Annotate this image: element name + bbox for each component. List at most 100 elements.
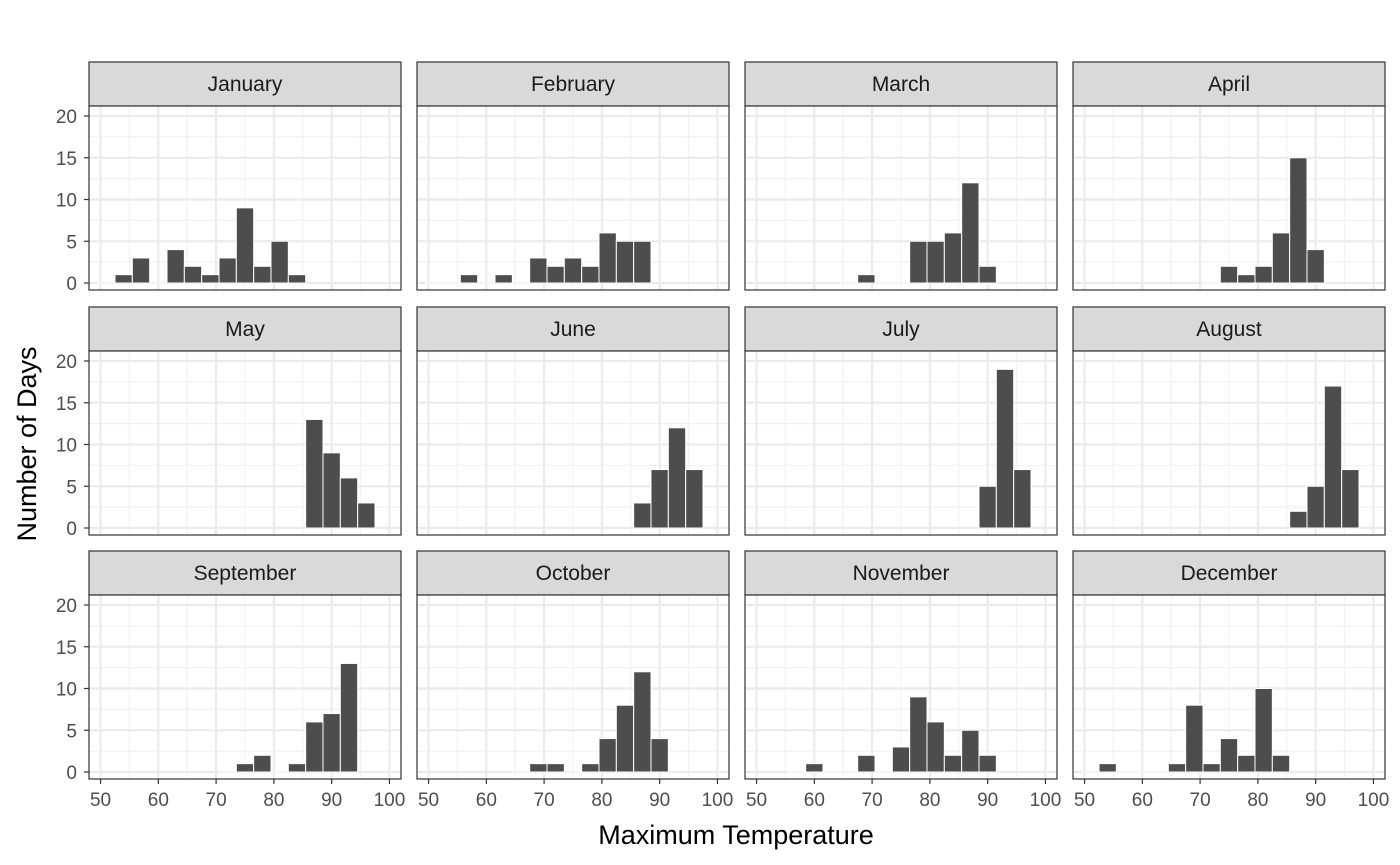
histogram-bar	[1289, 157, 1308, 284]
histogram-bar	[322, 713, 341, 773]
y-tick-label: 5	[66, 477, 77, 498]
y-tick-label: 20	[56, 596, 77, 617]
histogram-bar	[166, 249, 185, 284]
x-tick-label: 50	[90, 790, 111, 811]
histogram-bar	[978, 265, 997, 284]
histogram-bar	[667, 427, 687, 529]
histogram-bar	[1289, 510, 1308, 529]
histogram-bar	[529, 763, 548, 773]
facet-strip	[1072, 61, 1386, 107]
histogram-bar	[995, 368, 1015, 529]
histogram-bar	[978, 754, 997, 773]
histogram-bar	[218, 257, 237, 284]
histogram-bar	[357, 502, 376, 529]
facet-strip-label: March	[872, 73, 930, 96]
y-tick-label: 0	[66, 519, 77, 540]
histogram-bar	[633, 240, 652, 284]
facet-strip-label: August	[1196, 318, 1262, 341]
facet-strip	[416, 306, 730, 352]
histogram-bar	[926, 240, 945, 284]
histogram-bar	[529, 257, 548, 284]
facet-strip	[416, 550, 730, 596]
x-tick-label: 70	[534, 790, 555, 811]
histogram-bar	[546, 763, 565, 773]
facet-strip-label: July	[882, 318, 920, 341]
x-tick-label: 70	[862, 790, 883, 811]
histogram-bar	[685, 469, 704, 529]
facet-panel: December 50 60 70 80 90 100	[1072, 550, 1390, 811]
facet-panel: November 50 60 70 80 90 100	[744, 550, 1061, 811]
x-tick-label: 60	[476, 790, 497, 811]
histogram-bar	[1306, 485, 1325, 529]
facet-strip	[88, 550, 402, 596]
histogram-bar	[943, 754, 963, 773]
facet-strip-label: October	[536, 562, 611, 585]
panel-border	[416, 350, 730, 536]
histogram-bar	[633, 502, 652, 529]
x-tick-label: 80	[591, 790, 612, 811]
y-tick-label: 10	[56, 680, 77, 701]
histogram-bar	[615, 704, 635, 773]
histogram-bar	[1237, 754, 1256, 773]
y-tick-label: 20	[56, 107, 77, 128]
histogram-bar	[650, 738, 669, 773]
histogram-bar	[581, 265, 600, 284]
facet-strip-label: December	[1181, 562, 1278, 585]
histogram-bar	[1167, 763, 1187, 773]
x-tick-label: 100	[1358, 790, 1390, 811]
histogram-bar	[114, 274, 133, 284]
histogram-bar	[961, 182, 980, 284]
histogram-bar	[253, 754, 272, 773]
histogram-bar	[305, 418, 324, 529]
panel-border	[88, 350, 402, 536]
facet-strip-label: February	[531, 73, 616, 96]
y-tick-label: 0	[66, 763, 77, 784]
facet-panel: April	[1072, 61, 1386, 291]
facet-panel: October 50 60 70 80 90 100	[416, 550, 733, 811]
histogram-bar	[615, 240, 635, 284]
histogram-bar	[978, 485, 997, 529]
histogram-bar	[1237, 274, 1256, 284]
y-tick-label: 15	[56, 149, 77, 170]
facet-strip-label: January	[208, 73, 283, 96]
x-tick-label: 60	[804, 790, 825, 811]
panel-border	[416, 105, 730, 291]
histogram-bar	[1202, 763, 1221, 773]
histogram-bar	[891, 746, 911, 773]
histogram-bar	[961, 729, 980, 773]
facet-strip-label: April	[1208, 73, 1250, 96]
facet-strip	[88, 61, 402, 107]
histogram-bar	[339, 477, 359, 529]
facet-strip	[744, 61, 1058, 107]
histogram-bar	[183, 265, 203, 284]
histogram-bar	[805, 763, 824, 773]
facet-panel: February	[416, 61, 730, 291]
x-tick-label: 90	[321, 790, 342, 811]
histogram-bar	[650, 469, 669, 529]
histogram-bar	[1341, 469, 1360, 529]
histogram-bar	[1219, 738, 1239, 773]
facet-strip-label: November	[853, 562, 950, 585]
x-axis-title: Maximum Temperature	[598, 820, 874, 850]
histogram-bar	[909, 240, 928, 284]
facet-panel: January 0 5 10 15 20	[56, 61, 402, 295]
histogram-bar	[494, 274, 513, 284]
x-tick-label: 60	[1132, 790, 1153, 811]
panel-border	[1072, 594, 1386, 780]
facet-strip	[88, 306, 402, 352]
histogram-bar	[1254, 265, 1273, 284]
x-tick-label: 50	[746, 790, 767, 811]
histogram-bar	[1219, 265, 1239, 284]
histogram-bar	[1098, 763, 1117, 773]
histogram-bar	[131, 257, 151, 284]
facet-panel: July	[744, 306, 1058, 536]
histogram-bar	[201, 274, 220, 284]
histogram-bar	[1306, 249, 1325, 284]
histogram-bar	[305, 721, 324, 773]
histogram-bar	[1271, 232, 1291, 284]
y-tick-label: 10	[56, 191, 77, 212]
facet-strip	[744, 306, 1058, 352]
panel-border	[416, 594, 730, 780]
panel-border	[744, 350, 1058, 536]
